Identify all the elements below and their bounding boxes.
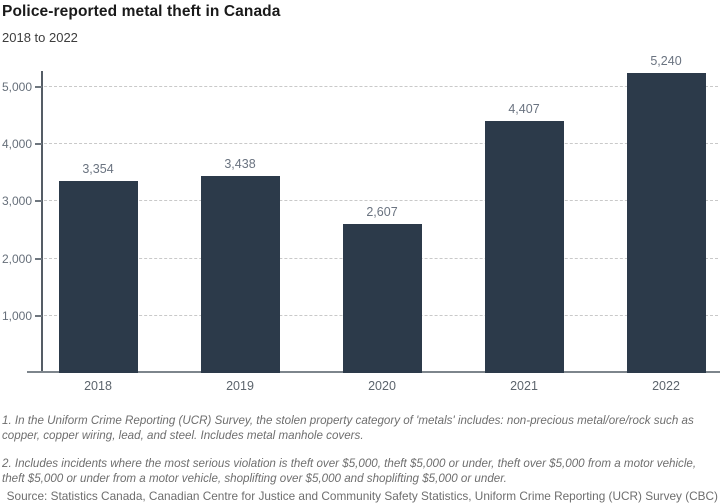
bar-2018 xyxy=(58,181,138,373)
source-attribution: Source: Statistics Canada, Canadian Cent… xyxy=(6,489,718,503)
chart-subtitle: 2018 to 2022 xyxy=(2,30,78,45)
y-axis-tick xyxy=(35,200,42,203)
footnote-1: 1. In the Uniform Crime Reporting (UCR) … xyxy=(2,414,694,442)
bar-value-label-2021: 4,407 xyxy=(508,102,540,116)
y-axis-tick xyxy=(35,143,42,146)
bar-value-label-2022: 5,240 xyxy=(650,54,682,68)
x-axis-label-2020: 2020 xyxy=(368,379,396,393)
gridline-3,000 xyxy=(44,200,718,202)
bar-value-label-2020: 2,607 xyxy=(366,205,398,219)
y-axis-tick xyxy=(35,314,42,317)
bar-value-label-2018: 3,354 xyxy=(82,162,114,176)
x-axis-label-2019: 2019 xyxy=(226,379,254,393)
bar-2019 xyxy=(200,176,280,373)
y-axis-tick-label: 1,000 xyxy=(1,308,32,323)
footnote-2: 2. Includes incidents where the most ser… xyxy=(2,457,697,485)
y-axis-tick-label: 2,000 xyxy=(1,251,32,266)
gridline-4,000 xyxy=(44,143,718,145)
y-axis-tick-label: 3,000 xyxy=(1,194,32,209)
y-axis-tick xyxy=(35,86,42,88)
y-axis-tick-label: 4,000 xyxy=(1,137,32,152)
gridline-5,000 xyxy=(44,86,718,87)
bar-2022 xyxy=(626,73,706,373)
bar-2020 xyxy=(342,224,422,373)
bar-2021 xyxy=(484,121,564,373)
y-axis-tick-label: 5,000 xyxy=(1,80,32,94)
y-axis-tick xyxy=(35,257,42,260)
x-axis-label-2018: 2018 xyxy=(84,379,112,393)
y-axis-line xyxy=(41,71,43,373)
x-axis-label-2022: 2022 xyxy=(652,379,680,393)
chart-title: Police-reported metal theft in Canada xyxy=(2,3,281,20)
bar-value-label-2019: 3,438 xyxy=(224,157,256,171)
x-axis-label-2021: 2021 xyxy=(510,379,538,393)
